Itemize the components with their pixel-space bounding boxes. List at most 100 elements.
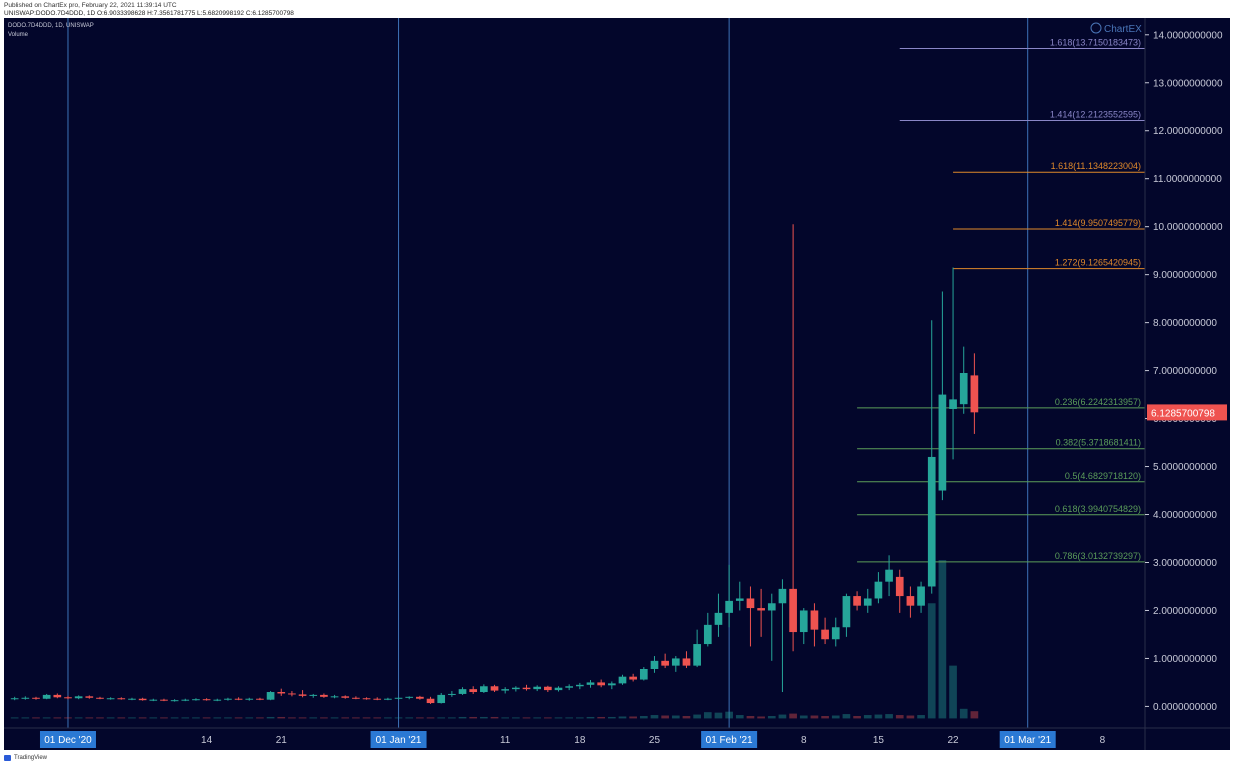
volume-bar [224,717,232,719]
volume-bar [373,717,382,719]
volume-bar [245,717,254,719]
volume-bar [480,716,488,719]
volume-bar [138,717,147,719]
candle-body [927,456,936,587]
time-tick-label: 18 [574,735,586,746]
candle-body [917,586,925,606]
time-tick-box [701,731,758,748]
candle-body [469,689,478,693]
fib-level-label: 1.414(12.2123552595) [1050,110,1141,120]
legend-title: DODO.7D4DDD, 1D, UNISWAP [8,23,94,29]
volume-bars [10,560,979,719]
price-tick-label: 11.0000000000 [1153,174,1222,185]
candle-body [501,689,510,691]
candle-body [330,696,339,698]
candle-body [767,603,776,611]
volume-bar [149,717,158,719]
candle-body [533,686,542,690]
volume-bar [661,715,669,719]
candle-body [85,696,94,698]
volume-bar [416,717,424,719]
volume-bar [256,717,264,719]
time-tick-label: 22 [947,735,959,746]
legend-volume: Volume [8,32,29,38]
volume-bar [21,717,30,719]
volume-bar [320,717,328,719]
candle-body [575,684,584,687]
candle-body [213,699,222,701]
candle-body [458,689,467,694]
volume-bar [53,717,62,719]
candle-body [682,658,691,666]
candle-body [405,696,414,698]
volume-bar [767,716,776,719]
price-tick-label: 4.0000000000 [1153,510,1217,521]
candle-body [394,697,403,699]
candle-body [32,697,40,699]
volume-bar [74,717,83,719]
volume-bar [959,708,968,719]
volume-bar [970,711,979,719]
volume-bar [362,717,371,719]
candle-body [810,610,819,630]
volume-bar [181,717,190,719]
tradingview-logo[interactable]: TradingView [4,755,47,761]
time-tick-label: 01 Jan '21 [376,735,422,746]
volume-bar [298,717,307,719]
volume-bar [682,716,691,719]
volume-bar [64,717,72,719]
candle-body [618,676,627,684]
volume-bar [607,716,616,719]
time-tick-label: 14 [201,735,213,746]
candle-body [874,581,883,599]
price-tick-label: 0.0000000000 [1153,702,1217,713]
ohlc-readout: UNISWAP:DODO.7D4DDD, 1D O:6.9033398628 H… [4,10,294,17]
candle-body [842,596,851,628]
candle-body [799,610,808,633]
candlestick-chart[interactable]: 1.618(13.7150183473) 1.414(12.2123552595)… [4,18,1230,750]
candle-body [639,668,648,680]
volume-bar [863,715,872,719]
candle-body [320,694,328,697]
volume-bar [106,717,115,719]
candle-body [586,682,595,685]
candle-body [522,687,531,690]
price-tick-label: 5.0000000000 [1153,462,1217,473]
volume-bar [437,717,446,719]
candle-body [234,698,243,700]
candle-body [341,696,350,698]
candle-body [661,660,669,666]
candle-body [437,694,446,704]
candle-body [21,697,30,699]
fib-level-label: 1.618(11.1348223004) [1051,161,1141,171]
volume-bar [821,716,829,719]
candles [10,224,979,705]
time-tick-label: 21 [276,735,288,746]
fib-level-label: 0.618(3.9940754829) [1055,504,1141,514]
volume-bar [384,717,392,719]
price-tick-label: 3.0000000000 [1153,558,1217,569]
volume-bar [650,715,659,719]
fibonacci-levels: 1.618(13.7150183473) 1.414(12.2123552595)… [857,37,1145,563]
volume-bar [213,717,222,719]
volume-bar [469,716,478,719]
time-tick-box [39,731,96,748]
candle-body [853,596,861,606]
volume-bar [874,714,883,719]
candle-body [746,598,755,609]
volume-bar [458,716,467,719]
price-tick-label: 13.0000000000 [1153,78,1223,89]
top-bar: Published on ChartEx pro, February 22, 2… [0,0,1233,18]
volume-bar [725,711,733,719]
time-tick-label: 01 Mar '21 [1004,735,1051,746]
fib-level-label: 0.236(6.2242313957) [1055,397,1141,407]
watermark-icon [1090,22,1102,34]
candle-body [885,569,893,582]
candle-body [106,698,115,700]
volume-bar [288,717,296,719]
time-axis: 01 Dec '20 14 21 01 Jan '21 11 18 25 01 Feb '21… [4,727,1230,748]
tradingview-label: TradingView [14,755,48,761]
volume-bar [170,717,179,719]
fib-level-label: 1.272(9.1265420945) [1055,258,1141,268]
volume-bar [160,717,168,719]
